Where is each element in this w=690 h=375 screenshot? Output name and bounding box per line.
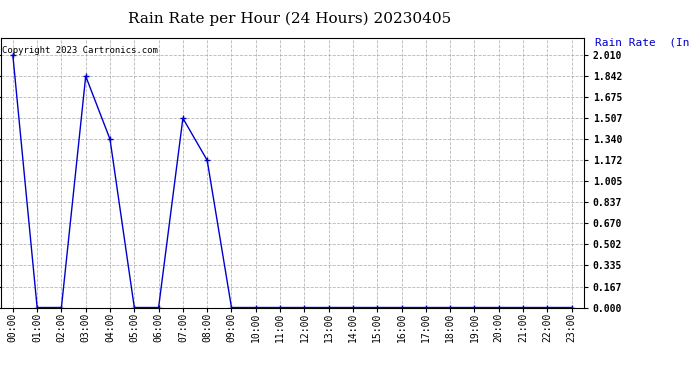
Text: Rain Rate per Hour (24 Hours) 20230405: Rain Rate per Hour (24 Hours) 20230405 bbox=[128, 11, 451, 26]
Text: Copyright 2023 Cartronics.com: Copyright 2023 Cartronics.com bbox=[2, 46, 158, 55]
Text: Rain Rate  (Inches/Hour): Rain Rate (Inches/Hour) bbox=[595, 38, 690, 48]
